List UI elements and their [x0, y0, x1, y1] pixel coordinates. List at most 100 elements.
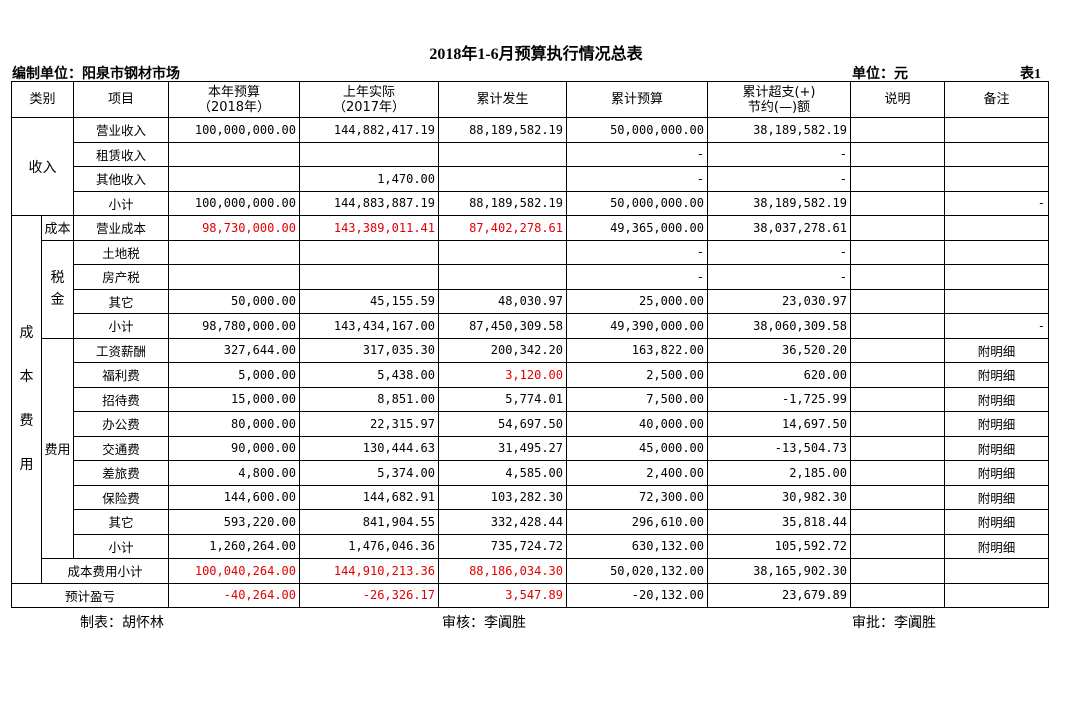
col-header-cum-budget: 累计预算: [566, 81, 708, 118]
cell-remark: [944, 239, 1049, 265]
cell-note: [850, 166, 945, 192]
cell-cum-actual: 3,547.89: [438, 582, 567, 608]
row-item-label: 交通费: [73, 435, 169, 461]
cell-diff: 620.00: [707, 362, 851, 388]
cell-cum-budget: -: [566, 264, 708, 290]
cell-diff: 38,037,278.61: [707, 215, 851, 241]
cell-note: [850, 582, 945, 608]
cell-diff: -1,725.99: [707, 386, 851, 412]
cell-budget: [168, 264, 300, 290]
cell-remark: 附明细: [944, 509, 1049, 535]
row-item-label: 租赁收入: [73, 141, 169, 167]
cell-cum-actual: 54,697.50: [438, 411, 567, 437]
cell-cum-budget: 2,400.00: [566, 460, 708, 486]
cell-remark: 附明细: [944, 411, 1049, 437]
cell-remark: [944, 288, 1049, 314]
cell-remark: 附明细: [944, 337, 1049, 363]
group-fee: 费用: [41, 337, 74, 559]
group-cost: 成本: [41, 215, 74, 241]
cell-budget: 90,000.00: [168, 435, 300, 461]
table-row: 保险费 144,600.00 144,682.91 103,282.30 72,300.…: [12, 484, 1049, 510]
report-title: 2018年1-6月预算执行情况总表: [429, 46, 643, 63]
cell-cum-actual: 4,585.00: [438, 460, 567, 486]
cell-note: [850, 386, 945, 412]
table-row: 预计盈亏 -40,264.00 -26,326.17 3,547.89 -20,132.…: [11, 582, 1049, 608]
budget-table: 类别 项目 本年预算 （2018年） 上年实际 （2017年） 累计发生 累计预算 …: [11, 81, 1049, 608]
cell-lastyear: [299, 264, 439, 290]
cell-remark: -: [944, 190, 1049, 216]
cell-lastyear: 5,374.00: [299, 460, 439, 486]
col-header-lastyear: 上年实际 （2017年）: [299, 81, 439, 118]
cell-lastyear: [299, 141, 439, 167]
cell-cum-budget: 49,390,000.00: [566, 313, 708, 339]
col-header-diff: 累计超支(+) 节约(—)额: [707, 81, 851, 118]
cell-cum-actual: [438, 141, 567, 167]
cell-lastyear: 317,035.30: [299, 337, 439, 363]
group-cost-fee: 成本费用: [11, 215, 42, 584]
cell-remark: [944, 264, 1049, 290]
footer-reviewer: 审核：李阗胜: [442, 615, 526, 631]
cell-cum-budget: 72,300.00: [566, 484, 708, 510]
cell-note: [850, 337, 945, 363]
cell-cum-budget: 7,500.00: [566, 386, 708, 412]
cell-budget: [168, 166, 300, 192]
cell-cum-budget: -20,132.00: [566, 582, 708, 608]
table-row: 小计 100,000,000.00 144,883,887.19 88,189,582…: [12, 190, 1049, 216]
row-item-label: 其他收入: [73, 166, 169, 192]
cell-budget: 80,000.00: [168, 411, 300, 437]
cell-cum-actual: 87,402,278.61: [438, 215, 567, 241]
cell-remark: [944, 558, 1049, 584]
cell-cum-actual: 5,774.01: [438, 386, 567, 412]
cell-lastyear: 130,444.63: [299, 435, 439, 461]
cell-lastyear: 5,438.00: [299, 362, 439, 388]
cell-cum-actual: 88,186,034.30: [438, 558, 567, 584]
col-header-cum-actual: 累计发生: [438, 81, 567, 118]
cell-cum-budget: -: [566, 166, 708, 192]
row-item-label: 招待费: [73, 386, 169, 412]
table-row: 小计 98,780,000.00 143,434,167.00 87,450,309.…: [12, 313, 1049, 339]
table-number: 表1: [1020, 67, 1041, 82]
cell-cum-budget: -: [566, 239, 708, 265]
cell-remark: [944, 166, 1049, 192]
cell-cum-actual: 31,495.27: [438, 435, 567, 461]
cell-budget: [168, 239, 300, 265]
cell-budget: 100,040,264.00: [168, 558, 300, 584]
table-row: 办公费 80,000.00 22,315.97 54,697.50 40,000.00 1…: [12, 411, 1049, 437]
cell-diff: 23,030.97: [707, 288, 851, 314]
row-item-label: 保险费: [73, 484, 169, 510]
cell-diff: -: [707, 239, 851, 265]
cell-lastyear: 144,883,887.19: [299, 190, 439, 216]
cell-note: [850, 362, 945, 388]
table-row: 成本费用小计 100,040,264.00 144,910,213.36 88,186…: [12, 558, 1049, 584]
cell-remark: 附明细: [944, 435, 1049, 461]
cell-cum-actual: 735,724.72: [438, 533, 567, 559]
cell-cum-actual: 88,189,582.19: [438, 117, 567, 143]
table-row: 差旅费 4,800.00 5,374.00 4,585.00 2,400.00 2,185…: [12, 460, 1049, 486]
cell-note: [850, 411, 945, 437]
table-row: 其他收入 1,470.00 - -: [12, 166, 1049, 192]
cell-remark: [944, 582, 1049, 608]
col-header-note: 说明: [850, 81, 945, 118]
cell-cum-budget: 50,000,000.00: [566, 190, 708, 216]
cell-cum-actual: 103,282.30: [438, 484, 567, 510]
cell-budget: [168, 141, 300, 167]
cell-note: [850, 533, 945, 559]
table-row: 招待费 15,000.00 8,851.00 5,774.01 7,500.00 -1,7…: [12, 386, 1049, 412]
cell-lastyear: 8,851.00: [299, 386, 439, 412]
cell-note: [850, 264, 945, 290]
cell-lastyear: 45,155.59: [299, 288, 439, 314]
cell-cum-budget: 2,500.00: [566, 362, 708, 388]
cell-diff: 14,697.50: [707, 411, 851, 437]
cell-remark: 附明细: [944, 386, 1049, 412]
cell-cum-budget: 630,132.00: [566, 533, 708, 559]
cell-diff: 2,185.00: [707, 460, 851, 486]
cell-budget: -40,264.00: [168, 582, 300, 608]
cell-cum-actual: 88,189,582.19: [438, 190, 567, 216]
cell-remark: -: [944, 313, 1049, 339]
cell-diff: -: [707, 141, 851, 167]
org-label: 编制单位：阳泉市钢材市场: [12, 67, 180, 82]
cell-lastyear: 143,434,167.00: [299, 313, 439, 339]
table-row: 收入 营业收入 100,000,000.00 144,882,417.19 88,18…: [11, 117, 1049, 216]
cell-note: [850, 190, 945, 216]
row-item-label: 小计: [73, 190, 169, 216]
